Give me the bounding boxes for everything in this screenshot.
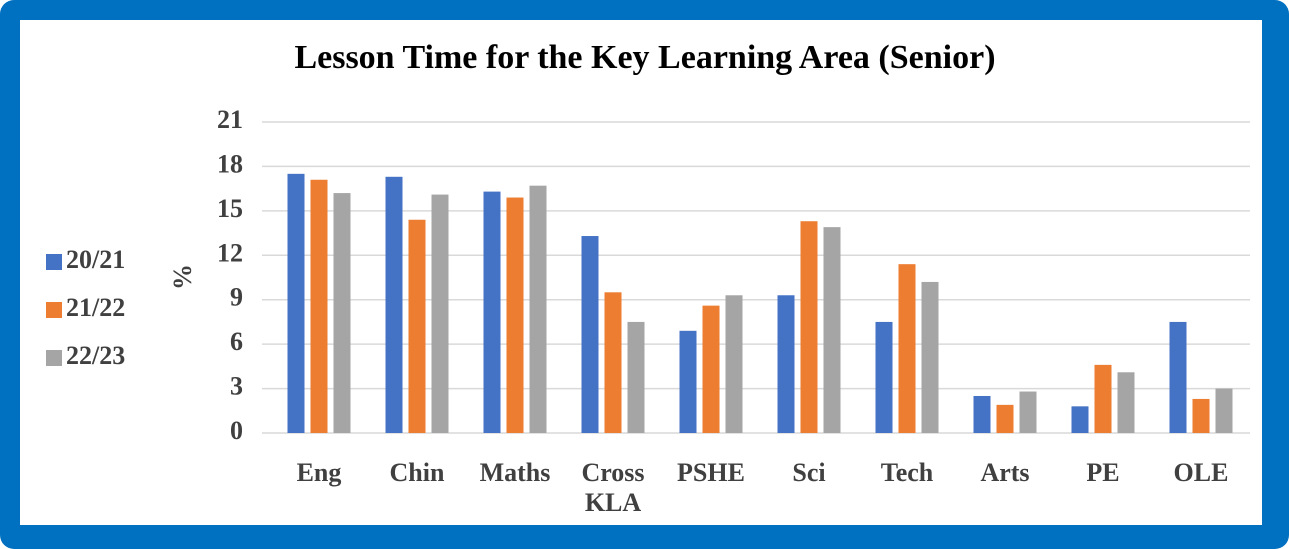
bar	[529, 185, 547, 433]
x-tick-label: Cross KLA	[581, 458, 645, 517]
panel	[20, 20, 1262, 525]
y-axis-label: %	[168, 264, 197, 290]
bar	[1215, 388, 1233, 433]
legend-swatch	[46, 302, 62, 318]
bar	[898, 264, 916, 433]
legend-swatch	[46, 254, 62, 270]
bar	[287, 173, 305, 434]
bar	[725, 295, 743, 433]
x-tick-label: Chin	[389, 458, 445, 487]
y-tick-label: 0	[230, 416, 243, 445]
bar	[973, 395, 991, 433]
bar	[385, 176, 403, 434]
chart-title: Lesson Time for the Key Learning Area (S…	[294, 39, 995, 76]
legend-label: 21/22	[66, 293, 125, 322]
bar	[1094, 364, 1112, 433]
x-tick-label: Eng	[296, 458, 342, 487]
bar	[1019, 391, 1037, 433]
bar	[604, 292, 622, 433]
bar	[702, 305, 720, 433]
x-tick-label: Sci	[792, 458, 826, 487]
x-tick-label: Maths	[479, 458, 551, 487]
bar	[506, 197, 524, 433]
bar	[1071, 406, 1089, 433]
bar	[679, 330, 697, 433]
bar	[627, 321, 645, 433]
y-tick-label: 15	[217, 194, 243, 223]
x-tick-label: PSHE	[677, 458, 745, 487]
x-tick-label: PE	[1086, 458, 1120, 487]
bar	[310, 179, 328, 433]
x-tick-label: Arts	[980, 458, 1030, 487]
bar	[996, 404, 1014, 433]
y-tick-label: 3	[230, 372, 243, 401]
bar	[800, 221, 818, 433]
bar	[1169, 321, 1187, 433]
legend-label: 22/23	[66, 341, 125, 370]
legend-swatch	[46, 350, 62, 366]
x-tick-label: Tech	[880, 458, 934, 487]
bar	[777, 295, 795, 433]
bar	[921, 281, 939, 433]
legend-label: 20/21	[66, 245, 125, 274]
bar	[1192, 398, 1210, 433]
bar	[581, 236, 599, 433]
y-tick-label: 6	[230, 327, 243, 356]
bar	[408, 219, 426, 433]
y-tick-label: 12	[217, 238, 243, 267]
bar	[333, 193, 351, 433]
y-tick-label: 18	[217, 149, 243, 178]
bar	[483, 191, 501, 433]
x-tick-label: OLE	[1173, 458, 1229, 487]
bar	[875, 321, 893, 433]
bar	[1117, 372, 1135, 433]
bar	[823, 227, 841, 433]
bar	[431, 194, 449, 433]
y-tick-label: 9	[230, 283, 243, 312]
y-tick-label: 21	[217, 105, 243, 134]
